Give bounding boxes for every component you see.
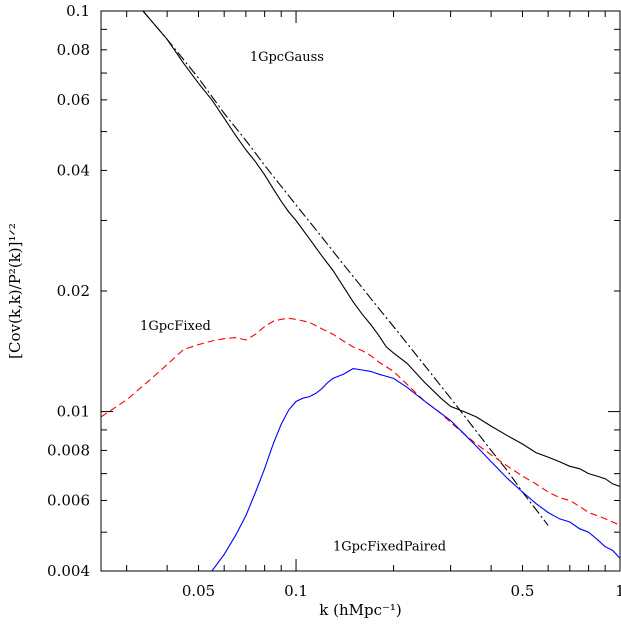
y-tick-label: 0.04 <box>57 161 90 179</box>
series-line-3 <box>101 317 620 526</box>
annotation-label: 1GpcGauss <box>250 50 324 65</box>
x-axis-label: k (hMpc⁻¹) <box>319 601 402 619</box>
y-tick-label: 0.004 <box>47 562 90 580</box>
x-tick-label: 0.1 <box>284 582 308 600</box>
x-tick-label: 0.05 <box>182 582 215 600</box>
y-axis-label: [Cov(k,k)/P²(k)]¹ᐟ² <box>6 223 24 359</box>
series-line-2 <box>142 11 549 526</box>
y-tick-label: 0.06 <box>57 91 90 109</box>
series-layer <box>101 11 620 571</box>
x-tick-label: 0.5 <box>511 582 535 600</box>
y-tick-label: 0.08 <box>57 41 90 59</box>
y-tick-label: 0.1 <box>66 2 90 20</box>
annotation-label: 1GpcFixedPaired <box>333 540 446 555</box>
series-line-1 <box>142 11 620 488</box>
y-tick-label: 0.008 <box>47 441 90 459</box>
labels-layer: 0.05 0.1 0.5 1 0.1 0.08 0.06 0.04 0.02 0.01 0.008 0… <box>47 2 621 600</box>
plot-frame <box>100 10 621 572</box>
series-line-4 <box>211 368 620 571</box>
x-tick-label: 1 <box>615 582 621 600</box>
y-tick-label: 0.006 <box>47 491 90 509</box>
ticks-layer <box>101 10 621 572</box>
y-tick-label: 0.02 <box>57 282 90 300</box>
y-tick-label: 0.01 <box>57 403 90 421</box>
annotation-label: 1GpcFixed <box>140 319 211 334</box>
